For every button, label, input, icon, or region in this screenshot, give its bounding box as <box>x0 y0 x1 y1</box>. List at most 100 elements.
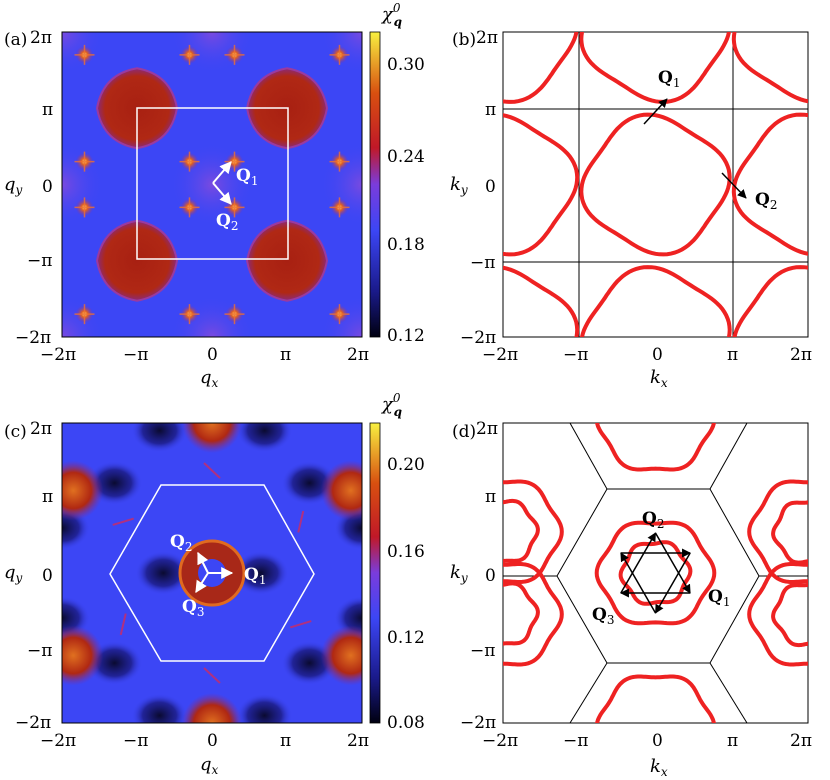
cb-c-tick: 0.08 <box>387 713 425 733</box>
nesting-arrow <box>620 532 657 594</box>
x-tick: −π <box>123 731 148 751</box>
nesting-arrow <box>620 552 657 614</box>
brillouin-zone-hexagon <box>109 484 315 662</box>
high-chi-region <box>320 460 362 521</box>
x-axis-label: kx <box>650 756 668 779</box>
hotspot-cross <box>74 151 95 172</box>
low-chi-region <box>236 423 293 453</box>
brillouin-zone-square <box>136 107 289 260</box>
panel-c-heatmap: Q2 Q1 Q3 <box>62 423 362 723</box>
nesting-arrows-d <box>619 532 692 614</box>
fermi-pocket-edge <box>503 113 580 257</box>
panel-c-label: (c) <box>4 422 27 442</box>
colorbar-c <box>369 422 381 724</box>
purple-glow <box>320 142 362 227</box>
y-tick: 2π <box>30 419 52 439</box>
hotspot-cross <box>224 197 245 218</box>
streak <box>203 462 221 479</box>
panel-c: Q2 Q1 Q3 χ0 q 0.20 0.16 0.12 0.08 (c) 2π … <box>4 391 425 777</box>
y-tick: 0 <box>485 177 496 197</box>
fermi-pocket-edge-inner <box>771 500 808 565</box>
y-tick: π <box>485 487 496 507</box>
q2-arrow <box>197 551 209 574</box>
low-chi-region <box>131 693 188 723</box>
q2-label: Q2 <box>642 509 664 531</box>
high-chi-region <box>62 460 104 521</box>
hotspot-cross <box>224 304 245 325</box>
panel-d-label: (d) <box>452 422 476 442</box>
fermi-pocket-edge-inner <box>771 582 808 648</box>
hotspot-cross <box>74 197 95 218</box>
fermi-pocket-edge <box>503 32 579 104</box>
y-tick: π <box>42 487 53 507</box>
fermi-pocket-edge-inner <box>503 498 540 564</box>
q1-label: Q1 <box>244 565 266 587</box>
hotspot-cross <box>179 151 200 172</box>
fermi-pocket-edge-outer <box>747 562 808 667</box>
x-tick: −2π <box>482 345 518 365</box>
y-tick: −π <box>470 641 495 661</box>
x-tick: π <box>727 345 738 365</box>
y-tick: 0 <box>42 177 53 197</box>
fermi-pocket-edge-outer <box>747 479 808 584</box>
y-tick: −π <box>27 251 52 271</box>
colorbar-a-title: χ0 q <box>380 1 402 29</box>
fermi-pocket-edge <box>579 265 732 337</box>
hotspot-cross <box>179 304 200 325</box>
q1-label: Q1 <box>708 587 730 609</box>
q1-arrow <box>643 98 668 125</box>
fermi-surface-d <box>503 423 808 723</box>
fermi-pocket-center <box>579 112 732 257</box>
x-tick: π <box>727 731 738 751</box>
hotspot-cross <box>179 197 200 218</box>
y-tick: −2π <box>15 713 51 733</box>
q2-arrow <box>721 172 747 199</box>
zone-lines-d <box>503 423 808 723</box>
x-tick: 0 <box>652 731 663 751</box>
y-tick: 0 <box>42 566 53 586</box>
low-chi-region <box>236 693 293 723</box>
hotspot-cross <box>329 304 350 325</box>
x-tick: π <box>280 731 291 751</box>
cb-a-tick: 0.24 <box>387 147 425 167</box>
fermi-pocket-edge <box>503 265 580 337</box>
panel-a-heatmap: Q1 Q2 <box>62 32 362 337</box>
low-chi-region <box>131 423 188 453</box>
x-tick: 0 <box>652 345 663 365</box>
y-axis-label: qy <box>4 562 23 585</box>
streak <box>203 667 221 684</box>
hotspot-cross <box>329 197 350 218</box>
panel-b-label: (b) <box>452 30 476 50</box>
fermi-pocket-edge-inner <box>503 581 540 646</box>
x-tick: 0 <box>207 731 218 751</box>
hotspot-cross <box>329 151 350 172</box>
x-tick: 2π <box>347 345 369 365</box>
q3-arrow <box>195 572 209 594</box>
panel-a-label: (a) <box>4 30 27 50</box>
hotspot-cross <box>74 44 95 65</box>
y-tick: −2π <box>460 713 496 733</box>
x-tick: 2π <box>790 731 812 751</box>
y-axis-label: ky <box>450 562 468 585</box>
fermi-pocket-edge <box>731 112 808 256</box>
x-tick: −π <box>563 731 588 751</box>
y-tick: 2π <box>30 28 52 48</box>
y-tick: −π <box>27 641 52 661</box>
cb-c-tick: 0.20 <box>387 455 425 475</box>
q1-arrow <box>212 161 232 184</box>
panel-d: Q2 Q3 Q1 (d) 2π π 0 −π −2π −2π −π 0 π 2π… <box>450 419 812 779</box>
cb-a-tick: 0.18 <box>387 235 425 255</box>
fermi-pocket-edge-outer <box>503 479 564 584</box>
streak <box>289 620 312 629</box>
cb-c-tick: 0.16 <box>387 542 425 562</box>
low-chi-region <box>232 551 289 595</box>
y-tick: 2π <box>476 419 498 439</box>
fermi-pocket-edge-outer <box>595 423 716 472</box>
q2-arrow <box>212 182 232 205</box>
x-tick: 2π <box>790 345 812 365</box>
q2-label: Q2 <box>170 532 192 554</box>
fermi-pocket-inner <box>618 540 693 606</box>
x-tick: −2π <box>40 731 76 751</box>
center-ring-edge <box>178 539 246 607</box>
